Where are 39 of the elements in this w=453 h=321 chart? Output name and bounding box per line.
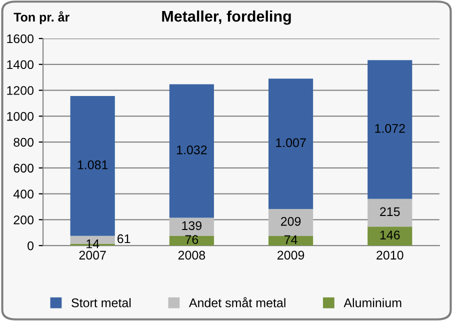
bar (169, 218, 214, 236)
data-label: 1.032 (176, 145, 207, 154)
bar (70, 96, 115, 236)
bar (169, 236, 214, 246)
data-label: 76 (185, 235, 198, 244)
y-tick-label: 1600 (7, 34, 34, 44)
y-tick-label: 0 (28, 241, 34, 250)
x-tick-label: 2010 (376, 250, 404, 260)
y-tick-label: 1000 (7, 112, 34, 121)
y-tick-label: 1400 (7, 60, 34, 70)
bar (169, 84, 214, 218)
y-tick-label: 600 (14, 164, 34, 173)
data-label: 146 (380, 230, 400, 240)
data-label: 74 (284, 235, 298, 244)
data-label: 1.081 (78, 160, 108, 170)
y-tick-label: 400 (13, 190, 34, 198)
bar (268, 208, 314, 236)
data-label: 61 (117, 234, 130, 244)
y-tick-label: 1200 (7, 86, 34, 95)
bar (368, 198, 412, 227)
bar (368, 60, 412, 199)
bar (368, 226, 412, 246)
data-label: 1.007 (276, 138, 306, 148)
legend-label: Andet småt metal (188, 297, 286, 308)
bar (268, 78, 314, 209)
y-tick-label: 200 (14, 215, 34, 224)
bar (268, 236, 314, 246)
y-tick-label: 800 (14, 138, 34, 147)
data-label: 215 (380, 207, 400, 216)
data-label: 1.072 (375, 124, 405, 133)
chart-title: Metaller, fordeling (162, 10, 291, 25)
x-tick-label: 2008 (178, 250, 206, 260)
data-label: 209 (280, 216, 301, 226)
data-label: 139 (182, 221, 202, 230)
x-tick-label: 2007 (79, 250, 106, 260)
legend-label: Aluminium (344, 298, 402, 308)
x-tick-label: 2009 (277, 250, 304, 260)
y-axis-title: Ton pr. år (14, 11, 70, 24)
legend-label: Stort metal (72, 298, 131, 308)
